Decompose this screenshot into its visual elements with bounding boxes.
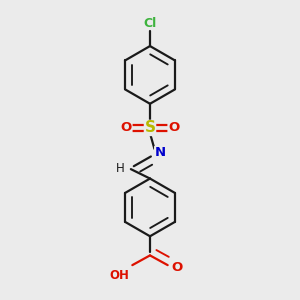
Text: S: S [145,120,155,135]
Text: OH: OH [110,269,129,282]
Text: N: N [154,146,166,159]
Text: H: H [116,162,124,175]
Text: Cl: Cl [143,16,157,30]
Text: O: O [168,122,179,134]
Text: O: O [171,261,182,274]
Text: O: O [121,122,132,134]
